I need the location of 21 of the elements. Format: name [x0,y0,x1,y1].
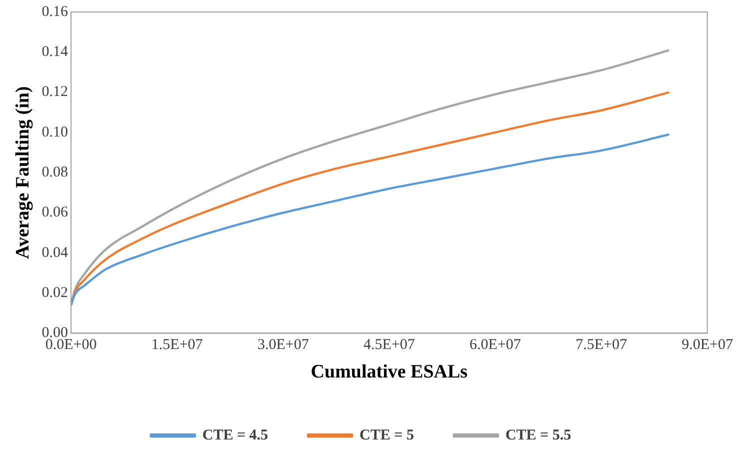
y-tick-label: 0.04 [42,244,69,261]
y-tick-label: 0.06 [42,204,69,221]
legend-label: CTE = 4.5 [202,427,268,444]
line-series [71,133,670,306]
x-tick-label: 9.0E+07 [682,337,734,354]
x-tick-label: 1.5E+07 [151,337,204,354]
y-tick-label: 0.08 [42,164,68,181]
legend-label: CTE = 5.5 [505,427,572,444]
y-tick-label: 0.16 [42,4,69,20]
y-axis-title: Average Faulting (in) [12,86,34,259]
y-tick-label: 0.14 [42,44,69,60]
y-tick-label: 0.12 [42,84,68,100]
x-tick-label: 6.0E+07 [470,337,522,354]
x-tick-label: 4.5E+07 [363,337,416,354]
x-tick-label: 3.0E+07 [257,337,310,354]
x-tick-label: 7.5E+07 [576,337,628,354]
y-tick-label: 0.10 [42,124,68,140]
y-tick-label: 0.02 [42,284,68,301]
x-axis-title: Cumulative ESALs [310,362,468,383]
legend-label: CTE = 5 [360,427,414,444]
x-tick-label: 0.0E+00 [45,337,97,354]
